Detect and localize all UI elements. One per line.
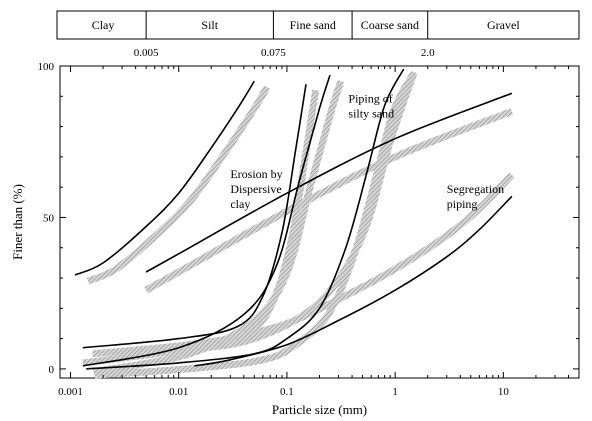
band-f bbox=[193, 172, 515, 349]
band-e bbox=[144, 108, 514, 294]
y-tick-label: 100 bbox=[38, 61, 55, 73]
band-b bbox=[92, 89, 320, 358]
band-d bbox=[94, 73, 416, 379]
soil-class-label: Coarse sand bbox=[361, 18, 419, 32]
soil-class-header: Clay Silt Fine sand Coarse sand Gravel bbox=[56, 10, 580, 40]
soil-class-label: Clay bbox=[92, 18, 115, 32]
header-frame bbox=[56, 10, 580, 40]
x-tick-label: 0.001 bbox=[58, 386, 83, 398]
soil-class-label: Silt bbox=[201, 18, 218, 32]
y-tick-label: 50 bbox=[43, 212, 55, 224]
soil-class-label: Fine sand bbox=[290, 18, 336, 32]
curve-b bbox=[82, 84, 307, 349]
class-boundary-labels: 0.005 0.075 2.0 bbox=[134, 47, 435, 59]
band-c bbox=[92, 80, 345, 376]
zone-labels: Erosion by Dispersive clay Piping of silty s… bbox=[230, 91, 504, 211]
zone-label: Piping of silty sand bbox=[348, 91, 394, 120]
zone-label: Erosion by Dispersive clay bbox=[230, 167, 282, 211]
soil-class-label: Gravel bbox=[487, 18, 520, 32]
zone-label: Segregation piping bbox=[447, 182, 504, 211]
y-axis-label: Finer than (%) bbox=[10, 184, 25, 260]
x-tick-label: 1 bbox=[392, 386, 398, 398]
x-tick-label: 0.01 bbox=[169, 386, 188, 398]
curve-a bbox=[74, 80, 255, 276]
curve-f bbox=[194, 195, 513, 367]
y-tick-label: 0 bbox=[49, 364, 55, 376]
curve-c bbox=[82, 74, 331, 367]
x-tick-label: 10 bbox=[498, 386, 510, 398]
curve-e bbox=[145, 92, 513, 273]
band-a bbox=[86, 85, 271, 285]
x-tick-label: 0.1 bbox=[280, 386, 294, 398]
x-axis-label: Particle size (mm) bbox=[272, 402, 367, 417]
gradation-curves bbox=[74, 68, 513, 370]
boundary-value-label: 0.075 bbox=[261, 47, 286, 59]
curve-d bbox=[86, 68, 405, 370]
boundary-value-label: 0.005 bbox=[134, 47, 159, 59]
boundary-value-label: 2.0 bbox=[421, 47, 435, 59]
